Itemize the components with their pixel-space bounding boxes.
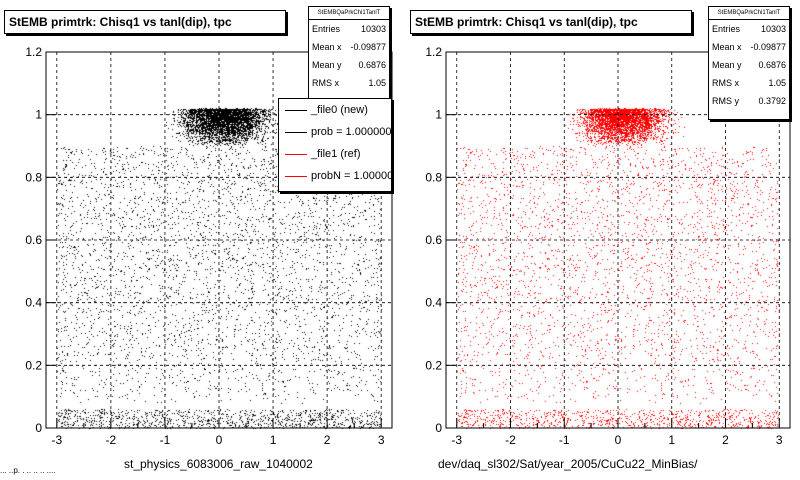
left-x-tick-label: 3 xyxy=(378,433,385,447)
left-x-tick-label: 0 xyxy=(216,433,223,447)
right-stats-label: RMS y xyxy=(712,96,739,106)
right-y-tick-label: 0.8 xyxy=(425,170,442,184)
left-x-tick-label: 2 xyxy=(324,433,331,447)
left-y-tick-label: 1.2 xyxy=(25,45,42,59)
right-x-tick-label: 0 xyxy=(615,433,622,447)
right-y-tick-label: 0.2 xyxy=(425,358,442,372)
left-x-tick-label: 1 xyxy=(270,433,277,447)
right-stats-value: 0.6876 xyxy=(758,60,786,70)
right-stats-label: Mean y xyxy=(712,60,742,70)
right-x-tick-label: -2 xyxy=(505,433,516,447)
right-x-tick-label: 1 xyxy=(668,433,675,447)
right-stats-row: Mean y 0.6876 xyxy=(709,56,789,74)
right-stats-row: Entries 10303 xyxy=(709,20,789,38)
legend-label: _file1 (ref) xyxy=(311,148,361,160)
right-x-tick-label: -1 xyxy=(559,433,570,447)
legend-line-marker xyxy=(285,110,307,111)
left-y-tick-label: 0.8 xyxy=(25,170,42,184)
left-x-axis-title: st_physics_6083006_raw_1040002 xyxy=(124,457,313,471)
left-y-tick-label: 0 xyxy=(35,421,42,435)
right-stats-label: Mean x xyxy=(712,42,742,52)
right-y-tick-label: 1 xyxy=(435,108,442,122)
right-x-tick-label: -3 xyxy=(451,433,462,447)
legend-label: _file0 (new) xyxy=(311,104,368,116)
left-plot-title-text: StEMB primtrk: Chisq1 vs tanl(dip), tpc xyxy=(9,15,232,29)
left-stats-label: Entries xyxy=(312,24,341,34)
left-y-tick-label: 0.2 xyxy=(25,358,42,372)
right-stats-box: StEMBQaPrkChi1TanlT Entries 10303 Mean x -0… xyxy=(708,6,790,120)
right-x-axis-title: dev/daq_sl302/Sat/year_2005/CuCu22_MinBi… xyxy=(438,457,698,471)
left-y-tick-label: 0.6 xyxy=(25,233,42,247)
legend-entry: _file0 (new) xyxy=(279,99,391,121)
right-y-tick-label: 0.4 xyxy=(425,296,442,310)
left-x-tick-label: -1 xyxy=(160,433,171,447)
left-stats-row: Mean x -0.09877 xyxy=(309,38,389,56)
right-stats-value: 1.05 xyxy=(768,78,786,88)
left-stats-value: 0.6876 xyxy=(358,60,386,70)
legend-label: probN = 1.000000 xyxy=(311,170,392,182)
right-stats-value: 10303 xyxy=(760,24,786,34)
left-y-tick-label: 0.4 xyxy=(25,296,42,310)
right-stats-row: RMS x 1.05 xyxy=(709,74,789,92)
right-stats-value: 0.3792 xyxy=(758,96,786,106)
right-plot-title-text: StEMB primtrk: Chisq1 vs tanl(dip), tpc xyxy=(415,15,638,29)
right-y-tick-label: 0 xyxy=(435,421,442,435)
right-stats-label: RMS x xyxy=(712,78,739,88)
right-stats-label: Entries xyxy=(712,24,741,34)
left-stats-row: Mean y 0.6876 xyxy=(309,56,389,74)
right-stats-row: Mean x -0.09877 xyxy=(709,38,789,56)
left-stats-value: -0.09877 xyxy=(350,42,386,52)
left-x-tick-label: -3 xyxy=(51,433,62,447)
right-x-tick-label: 3 xyxy=(776,433,783,447)
legend-line-marker xyxy=(285,154,307,155)
right-x-tick-label: 2 xyxy=(722,433,729,447)
left-stats-label: Mean x xyxy=(312,42,342,52)
right-stats-value: -0.09877 xyxy=(750,42,786,52)
left-y-tick-label: 1 xyxy=(35,108,42,122)
legend-entry: prob = 1.000000 xyxy=(279,121,391,143)
footer-text: ... ..p. . .. .. .. .... xyxy=(0,466,56,475)
left-legend-box: _file0 (new) prob = 1.000000 _file1 (ref) p… xyxy=(278,98,392,192)
legend-line-marker xyxy=(285,176,307,177)
left-x-tick-label: -2 xyxy=(106,433,117,447)
right-plot-title: StEMB primtrk: Chisq1 vs tanl(dip), tpc xyxy=(410,10,692,34)
legend-entry: _file1 (ref) xyxy=(279,143,391,165)
left-stats-row: Entries 10303 xyxy=(309,20,389,38)
right-stats-row: RMS y 0.3792 xyxy=(709,92,789,110)
left-stats-label: Mean y xyxy=(312,60,342,70)
left-stats-row: RMS x 1.05 xyxy=(309,74,389,92)
legend-label: prob = 1.000000 xyxy=(311,126,392,138)
right-y-tick-label: 0.6 xyxy=(425,233,442,247)
left-stats-value: 1.05 xyxy=(368,78,386,88)
legend-entry: probN = 1.000000 xyxy=(279,165,391,187)
left-stats-label: RMS x xyxy=(312,78,339,88)
left-plot-title: StEMB primtrk: Chisq1 vs tanl(dip), tpc xyxy=(4,10,286,34)
legend-line-marker xyxy=(285,132,307,133)
right-y-tick-label: 1.2 xyxy=(425,45,442,59)
left-stats-header: StEMBQaPrkChi1TanlT xyxy=(309,7,389,20)
left-stats-value: 10303 xyxy=(360,24,386,34)
left-stats-box: StEMBQaPrkChi1TanlT Entries 10303 Mean x -0… xyxy=(308,6,390,100)
right-stats-header: StEMBQaPrkChi1TanlT xyxy=(709,7,789,20)
